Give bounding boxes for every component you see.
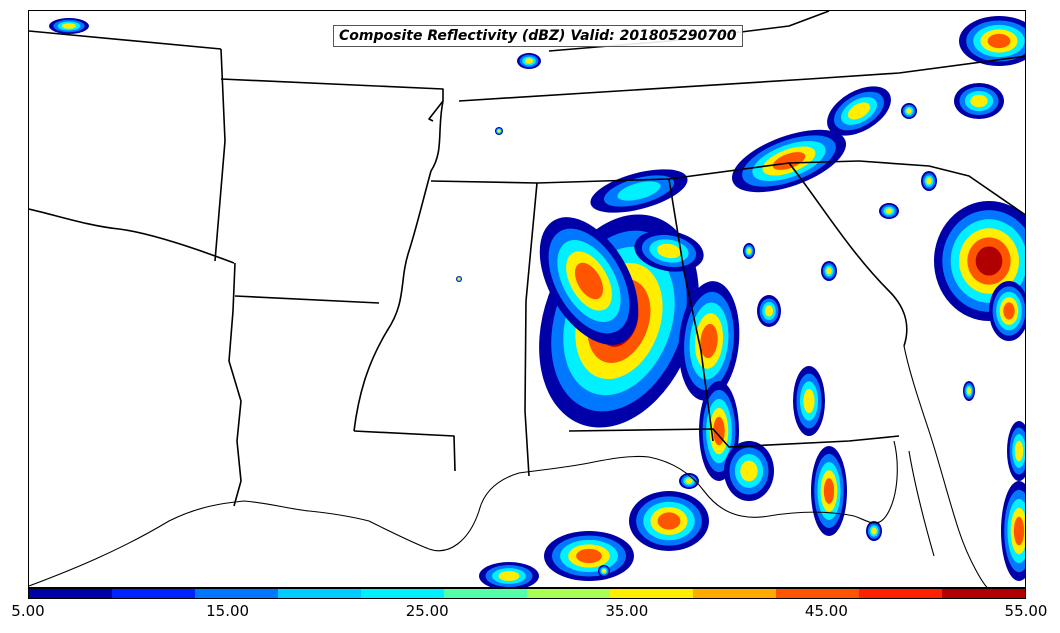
colorbar-tick-label: 55.00	[1004, 602, 1048, 620]
colorbar-segment	[527, 589, 610, 598]
radar-echo	[975, 246, 1003, 276]
reflectivity-map	[29, 11, 1025, 587]
radar-echo	[847, 102, 871, 120]
radar-echo	[657, 512, 681, 530]
map-title: Composite Reflectivity (dBZ) Valid: 2018…	[333, 25, 743, 47]
radar-echo	[803, 388, 815, 414]
colorbar-segment	[29, 589, 112, 598]
radar-echo	[498, 571, 520, 581]
radar-echo	[1013, 516, 1025, 546]
colorbar-segment	[444, 589, 527, 598]
colorbar-tick-label: 35.00	[605, 602, 649, 620]
radar-echo	[576, 548, 602, 564]
radar-echo	[926, 177, 932, 185]
colorbar-segment	[195, 589, 278, 598]
colorbar-segment	[610, 589, 693, 598]
radar-echo	[685, 478, 693, 484]
coastline	[29, 345, 988, 587]
radar-echo	[764, 305, 774, 317]
radar-echo	[740, 460, 758, 482]
radar-echo	[617, 181, 661, 201]
radar-echo	[885, 208, 893, 214]
colorbar-segment	[361, 589, 444, 598]
radar-echo	[1003, 302, 1015, 320]
colorbar-tick-label: 45.00	[804, 602, 848, 620]
radar-echo	[826, 267, 832, 275]
colorbar-tick-label: 25.00	[405, 602, 449, 620]
radar-echo	[524, 58, 534, 64]
radar-echo	[970, 94, 988, 108]
radar-echo	[574, 262, 604, 300]
radar-echo	[966, 387, 972, 395]
radar-echo	[62, 23, 76, 29]
colorbar-tick-label: 15.00	[206, 602, 250, 620]
colorbar-segment	[859, 589, 942, 598]
colorbar-segment	[693, 589, 776, 598]
radar-echo	[1014, 440, 1024, 462]
radar-echo	[656, 243, 682, 259]
radar-echo	[457, 277, 461, 281]
radar-echo	[497, 129, 501, 133]
radar-echo	[906, 108, 912, 114]
radar-echo	[871, 527, 877, 535]
colorbar-segment	[942, 589, 1025, 598]
colorbar	[28, 588, 1026, 599]
radar-echo	[772, 152, 806, 170]
radar-echo	[700, 323, 718, 359]
map-panel: Composite Reflectivity (dBZ) Valid: 2018…	[28, 10, 1026, 588]
radar-echo	[746, 248, 752, 254]
radar-echo	[987, 33, 1011, 49]
colorbar-tick-label: 5.00	[11, 602, 45, 620]
radar-echoes	[49, 16, 1025, 587]
radar-echo	[823, 478, 835, 504]
colorbar-segment	[112, 589, 195, 598]
radar-echo	[601, 568, 607, 574]
colorbar-segment	[278, 589, 361, 598]
colorbar-segment	[776, 589, 859, 598]
state-boundaries	[29, 11, 1025, 507]
